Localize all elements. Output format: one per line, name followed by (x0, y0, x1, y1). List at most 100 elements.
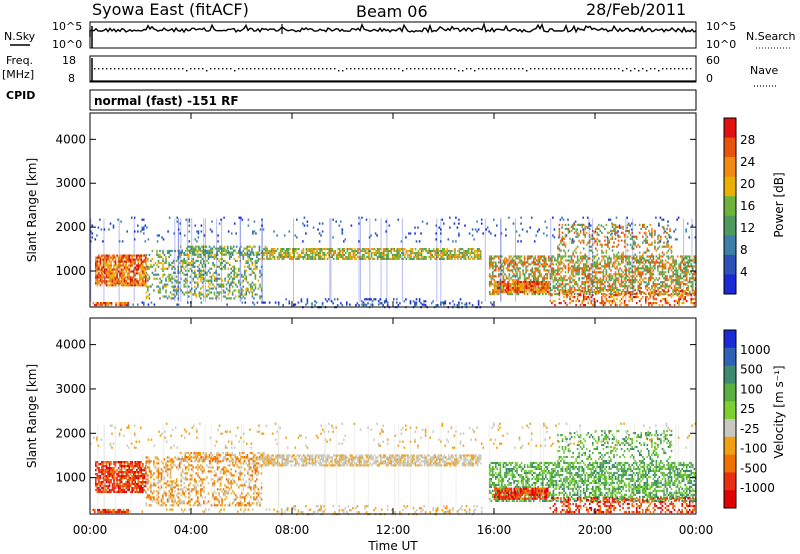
range-cell (588, 277, 591, 280)
range-cell (210, 277, 213, 280)
range-cell (254, 275, 257, 278)
range-cell (502, 261, 505, 264)
range-cell (646, 285, 649, 288)
range-cell (542, 265, 544, 268)
range-cell (545, 257, 547, 260)
range-cell (442, 249, 444, 253)
freq-dot (198, 68, 200, 70)
range-cell (143, 218, 145, 221)
range-cell (448, 249, 450, 253)
range-cell (120, 264, 123, 267)
range-cell (463, 249, 465, 253)
range-cell (532, 293, 535, 296)
freq-dot (474, 70, 476, 72)
range-cell (625, 267, 627, 270)
station-title: Syowa East (fitACF) (92, 0, 249, 19)
range-cell (296, 255, 299, 259)
range-cell (206, 249, 208, 253)
range-cell (128, 256, 130, 259)
range-cell (115, 302, 117, 305)
range-cell (123, 256, 126, 259)
range-cell (645, 300, 647, 303)
range-cell (177, 269, 179, 272)
range-cell (473, 257, 476, 260)
range-cell (516, 267, 518, 270)
range-cell (516, 286, 519, 289)
range-cell (101, 282, 103, 285)
range-cell (243, 253, 246, 256)
range-cell (569, 255, 571, 258)
range-cell (623, 283, 626, 286)
range-cell (129, 264, 132, 267)
range-cell (616, 292, 618, 295)
range-cell (414, 251, 417, 255)
range-cell (588, 233, 591, 236)
range-cell (493, 265, 496, 268)
range-cell (256, 259, 258, 262)
range-cell (567, 231, 570, 234)
range-cell (652, 273, 655, 276)
range-cell (558, 255, 561, 258)
range-cell (642, 225, 644, 228)
range-cell (576, 285, 579, 288)
range-cell (140, 266, 143, 269)
range-cell (166, 275, 169, 278)
range-cell (221, 267, 223, 270)
range-cell (203, 269, 205, 272)
range-cell (590, 294, 593, 297)
range-cell (292, 255, 294, 259)
range-cell (351, 249, 353, 253)
range-cell (661, 269, 664, 272)
range-cell (335, 255, 338, 259)
range-cell (566, 290, 568, 293)
range-cell (573, 222, 575, 225)
range-cell (237, 426, 239, 429)
range-cell (163, 285, 166, 288)
range-cell (510, 263, 512, 266)
range-cell (602, 251, 605, 254)
range-cell (156, 240, 159, 243)
range-cell (693, 259, 696, 262)
range-cell (658, 255, 661, 258)
range-cell (343, 248, 346, 251)
range-cell (528, 290, 531, 293)
range-cell (542, 283, 544, 286)
range-cell (619, 300, 621, 303)
range-cell (203, 279, 205, 282)
range-cell (512, 288, 514, 291)
range-cell (602, 303, 605, 307)
range-cell (198, 293, 201, 296)
range-cell (592, 243, 594, 246)
range-cell (361, 253, 364, 257)
range-cell (631, 292, 633, 295)
range-cell (616, 257, 618, 260)
range-cell (223, 253, 226, 256)
range-cell (576, 245, 579, 248)
range-cell (507, 280, 510, 284)
range-cell (91, 224, 94, 227)
range-cell (557, 265, 559, 268)
range-cell (572, 251, 574, 254)
range-cell (241, 301, 244, 304)
range-cell (197, 277, 199, 280)
range-cell (177, 271, 179, 274)
range-cell (687, 255, 689, 258)
range-cell (602, 257, 605, 260)
range-cell (303, 216, 306, 219)
range-cell (175, 281, 178, 284)
range-cell (538, 269, 541, 272)
range-cell (534, 293, 536, 296)
range-cell (101, 272, 103, 275)
range-cell (516, 288, 519, 291)
range-cell (551, 259, 553, 262)
range-cell (643, 269, 646, 272)
range-cell (617, 255, 620, 258)
range-cell (498, 267, 500, 270)
range-cell (672, 279, 674, 282)
range-cell (367, 257, 370, 260)
range-cell (227, 230, 230, 233)
range-cell (582, 228, 584, 231)
range-cell (528, 273, 530, 276)
range-cell (545, 288, 548, 291)
range-cell (224, 295, 226, 298)
